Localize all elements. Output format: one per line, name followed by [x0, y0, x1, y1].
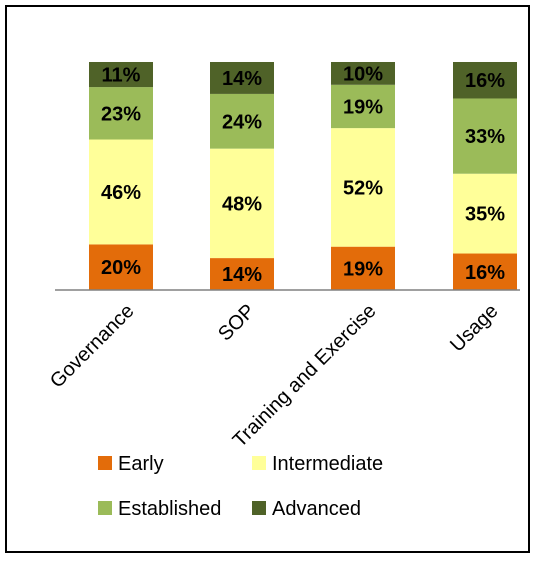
data-label-established-0: 23%: [101, 103, 141, 125]
bar-intermediate-0: [89, 139, 153, 245]
legend: Early Intermediate Established Advanced: [98, 453, 383, 520]
data-label-early-0: 20%: [101, 257, 141, 279]
bar-intermediate-2: [331, 128, 395, 247]
data-label-early-3: 16%: [465, 262, 505, 284]
bar-established-2: [331, 84, 395, 129]
data-label-established-2: 19%: [343, 96, 383, 118]
legend-swatch-intermediate: [252, 456, 266, 470]
legend-label-early: Early: [118, 453, 164, 475]
bar-early-3: [453, 253, 517, 290]
category-label-3: Usage: [446, 300, 502, 356]
data-label-intermediate-3: 35%: [465, 204, 505, 226]
data-label-advanced-3: 16%: [465, 70, 505, 92]
bar-early-1: [210, 258, 274, 290]
data-label-early-1: 14%: [222, 264, 262, 286]
legend-swatch-established: [98, 501, 112, 515]
legend-label-established: Established: [118, 498, 221, 520]
data-label-early-2: 19%: [343, 258, 383, 280]
data-label-advanced-1: 14%: [222, 68, 262, 90]
data-label-advanced-0: 11%: [102, 65, 141, 87]
bar-advanced-1: [210, 62, 274, 94]
category-label-0: Governance: [46, 300, 139, 393]
data-label-intermediate-2: 52%: [343, 177, 383, 199]
bar-intermediate-3: [453, 173, 517, 254]
bars-group: 20% 46% 23% 11% 14% 48% 24% 14% 19% 52% 19% 10% 16% 3…: [89, 62, 517, 290]
bar-intermediate-1: [210, 148, 274, 259]
data-label-intermediate-0: 46%: [101, 182, 141, 204]
bar-established-3: [453, 98, 517, 174]
data-label-intermediate-1: 48%: [222, 193, 262, 215]
category-label-1: SOP: [214, 300, 259, 345]
bar-advanced-2: [331, 62, 395, 85]
legend-swatch-early: [98, 456, 112, 470]
bar-advanced-0: [89, 62, 153, 88]
bar-advanced-3: [453, 62, 517, 99]
bar-early-0: [89, 244, 153, 290]
bar-early-2: [331, 246, 395, 290]
data-label-established-3: 33%: [465, 126, 505, 148]
data-label-advanced-2: 10%: [343, 63, 383, 85]
data-label-established-1: 24%: [222, 111, 262, 133]
bar-established-0: [89, 87, 153, 140]
bar-established-1: [210, 93, 274, 149]
legend-label-advanced: Advanced: [272, 498, 361, 520]
legend-label-intermediate: Intermediate: [272, 453, 383, 475]
legend-swatch-advanced: [252, 501, 266, 515]
